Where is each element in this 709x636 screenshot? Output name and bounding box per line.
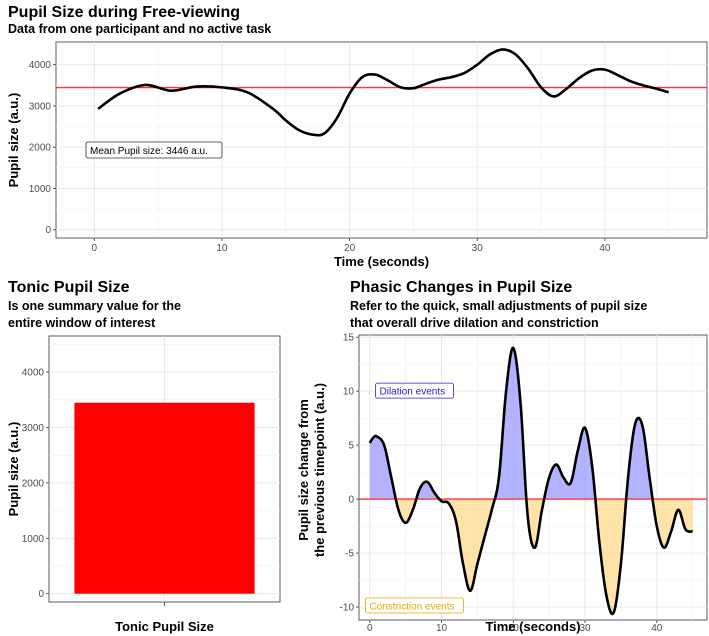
dilation-annotation-text: Dilation events — [380, 387, 446, 398]
top-y-axis-title: Pupil size (a.u.) — [6, 93, 21, 188]
constriction-annotation-text: Constriction events — [369, 601, 454, 612]
phasic-subtitle-line-2: that overall drive dilation and constric… — [350, 316, 599, 330]
top-title: Pupil Size during Free-viewing — [8, 4, 240, 21]
tonic-y-tick-label: 1000 — [22, 534, 45, 545]
top-y-tick-label: 2000 — [29, 143, 52, 154]
tonic-y-tick-label: 2000 — [22, 478, 45, 489]
phasic-x-tick-label: 20 — [508, 623, 520, 634]
top-x-tick-label: 30 — [472, 243, 484, 254]
pupil-size-line — [97, 48, 670, 137]
panel-top: Pupil Size during Free-viewing Data from… — [6, 4, 708, 269]
constriction-area — [369, 499, 693, 614]
tonic-subtitle-line-1: Is one summary value for the — [8, 299, 181, 313]
tonic-y-tick-label: 0 — [38, 589, 44, 600]
phasic-plot-panel — [358, 334, 708, 621]
phasic-y-axis-title-line-2: the previous timepoint (a.u.) — [312, 383, 327, 557]
top-y-tick-label: 3000 — [29, 101, 52, 112]
phasic-x-tick-label: 10 — [436, 623, 448, 634]
phasic-y-tick-label: 10 — [343, 387, 355, 398]
top-x-tick-label: 40 — [599, 243, 611, 254]
tonic-y-tick-label: 3000 — [22, 423, 45, 434]
tonic-subtitle-line-2: entire window of interest — [8, 316, 156, 330]
phasic-tick-labels: 0 10 20 30 40 -10 -5 0 5 10 15 — [340, 333, 663, 634]
mean-annotation-text: Mean Pupil size: 3446 a.u. — [90, 146, 208, 157]
tonic-bar — [74, 402, 255, 594]
phasic-x-tick-label: 30 — [579, 623, 591, 634]
phasic-y-tick-label: 0 — [348, 495, 354, 506]
phasic-y-tick-label: -10 — [340, 603, 355, 614]
phasic-title: Phasic Changes in Pupil Size — [350, 279, 572, 296]
top-plot-panel — [55, 41, 708, 239]
tonic-tick-labels: 0 1000 2000 3000 4000 — [22, 368, 49, 600]
phasic-x-tick-label: 0 — [367, 623, 373, 634]
constriction-annotation: Constriction events — [365, 597, 464, 614]
phasic-y-tick-label: 15 — [343, 333, 355, 344]
phasic-subtitle-line-1: Refer to the quick, small adjustments of… — [350, 299, 647, 313]
tonic-y-axis-title: Pupil size (a.u.) — [6, 422, 21, 517]
top-x-tick-label: 20 — [344, 243, 356, 254]
phasic-line — [368, 346, 694, 616]
top-tick-labels: 0 10 20 30 40 0 1000 2000 3000 4000 — [29, 60, 611, 254]
mean-annotation: Mean Pupil size: 3446 a.u. — [85, 141, 223, 159]
top-x-tick-label: 10 — [216, 243, 228, 254]
phasic-y-axis-title-line-1: Pupil size change from — [296, 399, 311, 541]
top-y-tick-label: 4000 — [29, 60, 52, 71]
panel-tonic: Tonic Pupil Size Is one summary value fo… — [6, 279, 281, 634]
phasic-x-axis-title: Time (seconds) — [485, 619, 580, 634]
mean-annotation-box — [85, 141, 223, 159]
top-y-tick-label: 1000 — [29, 184, 52, 195]
panel-phasic: Phasic Changes in Pupil Size Refer to th… — [296, 279, 708, 634]
constriction-annotation-box — [365, 597, 464, 614]
dilation-annotation-box — [375, 382, 454, 399]
tonic-y-tick-label: 4000 — [22, 368, 45, 379]
top-subtitle: Data from one participant and no active … — [8, 22, 271, 36]
top-gridlines — [56, 42, 707, 238]
phasic-y-tick-label: 5 — [348, 441, 354, 452]
dilation-annotation: Dilation events — [375, 382, 454, 399]
tonic-title: Tonic Pupil Size — [8, 279, 130, 296]
top-x-axis-title: Time (seconds) — [334, 254, 429, 269]
top-x-tick-label: 0 — [92, 243, 98, 254]
top-y-tick-label: 0 — [45, 225, 51, 236]
phasic-x-tick-label: 40 — [651, 623, 663, 634]
tonic-x-axis-title: Tonic Pupil Size — [115, 619, 214, 634]
phasic-y-tick-label: -5 — [345, 549, 354, 560]
